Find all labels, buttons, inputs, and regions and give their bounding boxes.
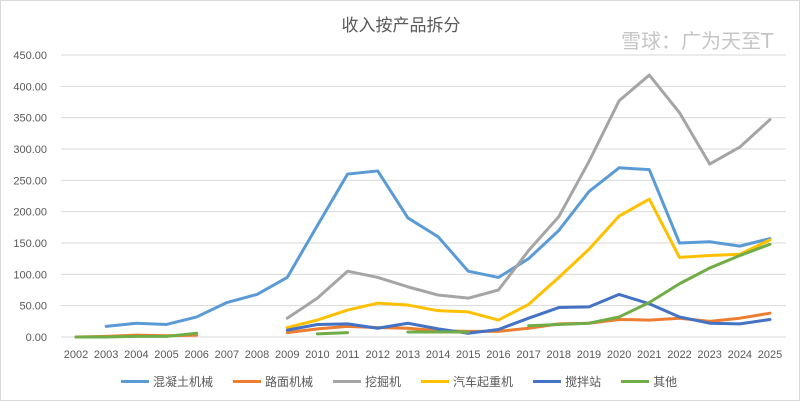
x-tick-label: 2016 [486,349,510,361]
y-tick-label: 250.00 [13,175,47,187]
legend-label: 搅拌站 [565,375,602,389]
y-tick-label: 450.00 [13,50,47,62]
x-tick-label: 2017 [516,349,540,361]
legend-item: 挖掘机 [333,373,401,390]
x-tick-label: 2008 [245,349,269,361]
x-tick-label: 2006 [184,349,208,361]
x-tick-label: 2019 [577,349,601,361]
x-tick-label: 2002 [64,349,88,361]
legend-swatch [533,380,562,383]
x-tick-label: 2012 [365,349,389,361]
series-line-6 [74,331,199,339]
legend-item: 搅拌站 [533,373,601,390]
y-tick-label: 0.00 [26,332,47,344]
legend-item: 汽车起重机 [421,373,513,390]
x-tick-label: 2013 [396,349,420,361]
x-tick-label: 2018 [547,349,571,361]
series-line-5 [285,292,772,335]
legend-swatch [421,380,450,383]
x-tick-label: 2011 [336,349,360,361]
x-tick-label: 2025 [758,349,782,361]
series-line-6 [315,331,350,336]
legend-item: 路面机械 [233,373,313,390]
x-tick-label: 2005 [154,349,178,361]
y-tick-label: 400.00 [13,81,47,93]
y-tick-label: 100.00 [13,269,47,281]
legend-label: 混凝土机械 [153,375,214,389]
legend-swatch [333,380,362,383]
x-tick-label: 2015 [456,349,480,361]
x-tick-label: 2004 [124,349,148,361]
series-line-2 [285,311,772,335]
series-line-6 [527,242,772,328]
series-line-4 [285,197,772,330]
legend-label: 其他 [653,375,678,389]
x-tick-label: 2023 [697,349,721,361]
legend-swatch [233,380,262,383]
legend: 混凝土机械 路面机械 挖掘机 汽车起重机 搅拌站 其他 [121,373,677,390]
x-tick-label: 2009 [275,349,299,361]
legend-label: 汽车起重机 [453,375,514,389]
series-line-1 [104,166,772,328]
y-tick-label: 350.00 [13,113,47,125]
x-tick-label: 2021 [637,349,661,361]
legend-item: 其他 [621,373,677,390]
x-tick-label: 2020 [607,349,631,361]
legend-label: 路面机械 [265,375,314,389]
series-line-3 [285,73,772,320]
x-tick-label: 2010 [305,349,329,361]
watermark: 雪球：广为天至T [621,29,774,53]
y-tick-label: 150.00 [13,238,47,250]
y-tick-label: 200.00 [13,207,47,219]
legend-item: 混凝土机械 [121,373,213,390]
x-tick-label: 2014 [426,349,450,361]
legend-swatch [621,380,650,383]
chart-title: 收入按产品拆分 [341,16,461,36]
y-tick-label: 50.00 [19,301,47,313]
x-tick-label: 2007 [215,349,239,361]
x-tick-label: 2003 [94,349,118,361]
y-tick-label: 300.00 [13,144,47,156]
legend-swatch [121,380,149,383]
legend-label: 挖掘机 [365,375,402,389]
x-tick-label: 2024 [728,349,752,361]
x-tick-label: 2022 [667,349,691,361]
